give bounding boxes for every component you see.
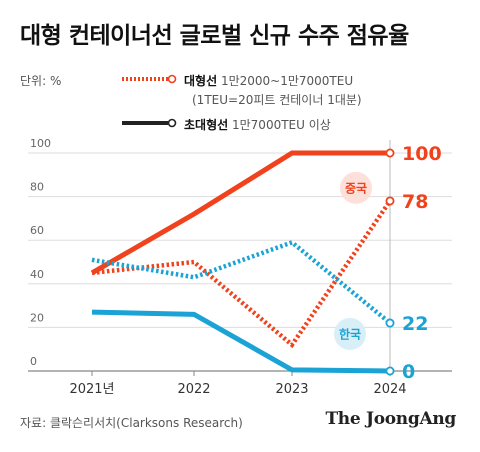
series-end-marker-0 <box>385 148 395 158</box>
x-tick-label: 2024 <box>373 382 406 397</box>
source-note: 자료: 클락슨리서치(Clarksons Research) <box>20 416 243 430</box>
legend-dotted-swatch <box>122 74 177 84</box>
end-value-label: 22 <box>402 313 428 335</box>
series-line-2 <box>91 239 392 325</box>
x-tick-label: 2022 <box>177 382 210 397</box>
unit-label: 단위: % <box>20 74 62 88</box>
series-end-marker-1 <box>385 196 395 206</box>
y-tick-label: 20 <box>30 311 44 324</box>
end-value-label: 78 <box>402 191 428 213</box>
y-tick-label: 80 <box>30 181 44 194</box>
legend-solid-swatch <box>122 118 177 128</box>
series-line-0 <box>90 150 390 276</box>
badge-circle <box>340 171 372 204</box>
page-title: 대형 컨테이너선 글로벌 신규 수주 점유율 <box>20 23 409 49</box>
y-tick-label: 0 <box>30 355 37 368</box>
brand-logo: The JoongAng <box>325 409 456 429</box>
end-value-label: 0 <box>402 361 415 383</box>
series-end-marker-2 <box>385 318 395 328</box>
legend-desc-dotted: 1만2000~1만7000TEU <box>220 74 354 88</box>
y-tick-label: 100 <box>30 137 51 150</box>
legend-desc-solid: 1만7000TEU 이상 <box>232 118 331 132</box>
legend-name-solid: 초대형선 <box>184 118 229 132</box>
badge-label: 중국 <box>345 181 367 195</box>
legend-item-dotted: 대형선 1만2000~1만7000TEU <box>184 72 353 89</box>
legend-name-dotted: 대형선 <box>184 74 218 88</box>
x-tick-label: 2023 <box>275 382 308 397</box>
x-tick-label: 2021년 <box>69 382 114 397</box>
y-tick-label: 40 <box>30 268 44 281</box>
y-tick-label: 60 <box>30 224 44 237</box>
badge-circle <box>334 317 366 350</box>
legend-item-solid: 초대형선 1만7000TEU 이상 <box>184 116 331 133</box>
badge-label: 한국 <box>339 326 361 341</box>
end-value-label: 100 <box>402 143 442 165</box>
legend-desc2-dotted: (1TEU=20피트 컨테이너 1대분) <box>192 93 362 107</box>
series-end-marker-3 <box>385 366 395 376</box>
series-line-3 <box>91 309 391 374</box>
